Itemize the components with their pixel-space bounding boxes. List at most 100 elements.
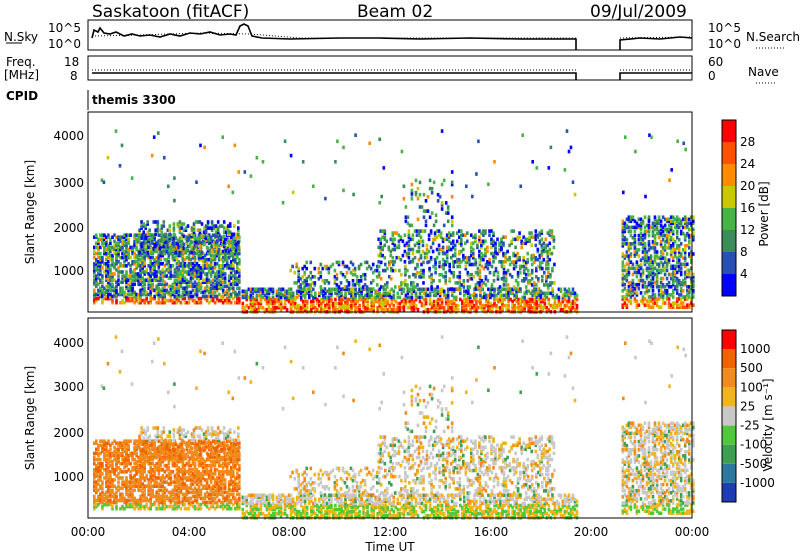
power-cell — [139, 266, 142, 270]
power-cell — [197, 288, 201, 293]
power-cell — [659, 244, 663, 248]
velocity-cell — [93, 506, 96, 511]
power-cell — [361, 272, 365, 277]
velocity-cell — [107, 490, 110, 495]
power-cell — [141, 251, 144, 256]
power-cell — [225, 284, 229, 289]
power-cell — [461, 307, 464, 312]
power-cell — [688, 274, 691, 279]
velocity-cell — [103, 476, 106, 480]
power-cell — [667, 237, 671, 242]
power-cell — [131, 298, 134, 303]
power-cell — [153, 239, 156, 244]
power-cell — [623, 264, 627, 269]
power-cell — [141, 276, 144, 280]
power-cell — [669, 252, 673, 256]
power-cell — [265, 291, 269, 296]
power-cell — [500, 247, 503, 252]
power-cell — [316, 307, 319, 312]
power-cell — [187, 292, 191, 297]
power-cell — [495, 297, 498, 302]
power-cell — [113, 239, 116, 244]
power-cell — [251, 287, 255, 292]
power-cell — [157, 296, 161, 301]
power-cell — [197, 272, 201, 276]
power-cell — [153, 264, 156, 268]
power-cell — [123, 251, 126, 256]
power-cell — [681, 262, 685, 267]
power-cell — [171, 290, 175, 295]
power-cell — [103, 249, 106, 254]
power-cell — [221, 249, 225, 254]
power-cell — [365, 285, 369, 289]
power-cell — [301, 275, 304, 279]
power-cell — [458, 270, 462, 275]
velocity-cell — [107, 500, 110, 505]
power-cell — [545, 283, 548, 287]
power-cell — [131, 278, 134, 282]
power-cell — [643, 260, 647, 264]
power-cell — [469, 301, 472, 306]
power-cell — [185, 280, 189, 284]
power-cell — [139, 253, 142, 258]
power-cell — [198, 246, 202, 251]
power-cell — [647, 266, 651, 271]
power-cell — [326, 303, 329, 308]
velocity-cell — [97, 494, 100, 499]
power-cell — [504, 260, 507, 264]
power-cell — [528, 237, 531, 242]
power-cell — [383, 231, 387, 235]
power-cell — [349, 270, 353, 275]
power-cell — [267, 299, 271, 304]
power-cell — [217, 247, 221, 252]
power-cell — [621, 242, 625, 246]
power-cell — [411, 260, 415, 264]
power-cell — [277, 303, 281, 308]
velocity-cell — [117, 488, 120, 493]
power-cell — [667, 293, 671, 297]
velocity-cell — [127, 439, 130, 443]
power-cell — [149, 278, 152, 282]
power-cell — [635, 299, 639, 303]
power-cell — [657, 285, 661, 289]
power-cell — [384, 293, 388, 298]
power-cell — [337, 285, 341, 289]
power-cell — [468, 285, 472, 289]
velocity-cell — [137, 500, 140, 505]
power-cell — [225, 251, 229, 256]
velocity-cell — [121, 441, 124, 445]
power-cell — [444, 293, 448, 298]
power-cell — [95, 235, 98, 239]
power-cell — [677, 252, 681, 256]
power-cell — [193, 274, 197, 278]
power-cell — [627, 225, 631, 230]
velocity-cell — [115, 447, 118, 452]
power-cell — [199, 286, 203, 291]
power-cell — [279, 301, 283, 306]
power-cell — [105, 296, 108, 301]
power-cell — [245, 289, 249, 294]
power-cell — [173, 294, 177, 299]
power-cell — [675, 276, 679, 281]
power-cell — [153, 294, 156, 299]
power-cell — [463, 301, 466, 306]
velocity-cell — [123, 455, 126, 460]
power-cell — [160, 236, 164, 241]
power-cell — [213, 249, 217, 254]
power-cell — [459, 287, 462, 292]
power-cell — [681, 305, 685, 309]
power-cell — [238, 280, 241, 284]
power-cell — [475, 301, 478, 306]
power-cell — [472, 275, 476, 279]
power-cell — [155, 260, 158, 264]
power-cell — [238, 300, 241, 305]
power-cell — [366, 307, 369, 312]
power-cell — [211, 278, 215, 282]
power-cell — [101, 300, 104, 305]
velocity-cell — [129, 439, 132, 443]
power-cell — [277, 287, 281, 292]
power-cell — [107, 255, 110, 260]
power-cell — [647, 258, 651, 262]
power-cell — [537, 289, 541, 294]
power-cell — [195, 270, 199, 274]
